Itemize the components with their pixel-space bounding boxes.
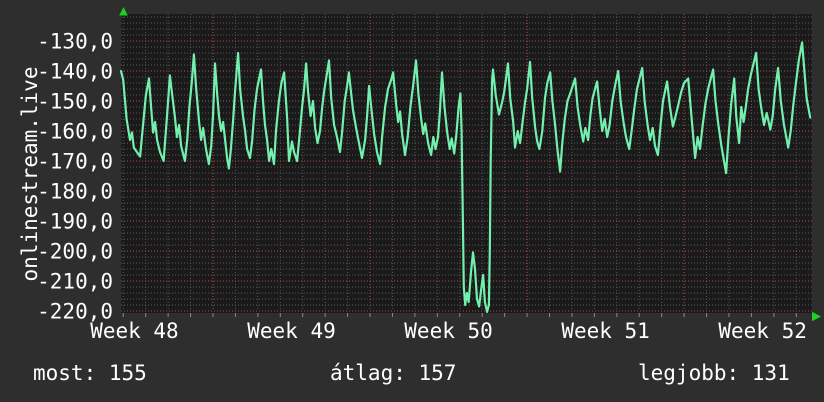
x-axis-ticks — [122, 313, 797, 317]
y-axis-label: -200,0 — [37, 240, 113, 264]
grid-major — [121, 14, 812, 312]
y-axis-label: -180,0 — [37, 180, 113, 204]
y-axis-label: -140,0 — [37, 60, 113, 84]
site-label: onlinestream.live — [18, 66, 42, 282]
x-axis-labels: Week 48 Week 49 Week 50 Week 51 Week 52 — [90, 319, 807, 343]
stat-atlag: átlag: 157 — [330, 361, 457, 385]
y-axis-label: -150,0 — [37, 90, 113, 114]
stat-most: most: 155 — [33, 361, 147, 385]
axis-arrow-right-icon — [812, 311, 821, 322]
y-axis-labels: -130,0 -140,0 -150,0 -160,0 -170,0 -180,0 -190… — [37, 30, 113, 324]
y-axis-label: -160,0 — [37, 120, 113, 144]
axis-arrow-up-icon — [119, 7, 128, 16]
grid-minor — [121, 14, 812, 311]
x-axis-label: Week 51 — [561, 319, 650, 343]
y-axis-label: -210,0 — [37, 270, 113, 294]
x-axis-label: Week 50 — [404, 319, 493, 343]
y-axis-label: -130,0 — [37, 30, 113, 54]
y-axis-label: -170,0 — [37, 150, 113, 174]
x-axis-label: Week 48 — [90, 319, 179, 343]
x-axis-label: Week 52 — [718, 319, 807, 343]
y-axis-label: -220,0 — [37, 300, 113, 324]
y-axis-label: -190,0 — [37, 210, 113, 234]
x-axis-label: Week 49 — [247, 319, 336, 343]
stat-legjobb: legjobb: 131 — [638, 361, 790, 385]
series-line — [119, 41, 812, 313]
